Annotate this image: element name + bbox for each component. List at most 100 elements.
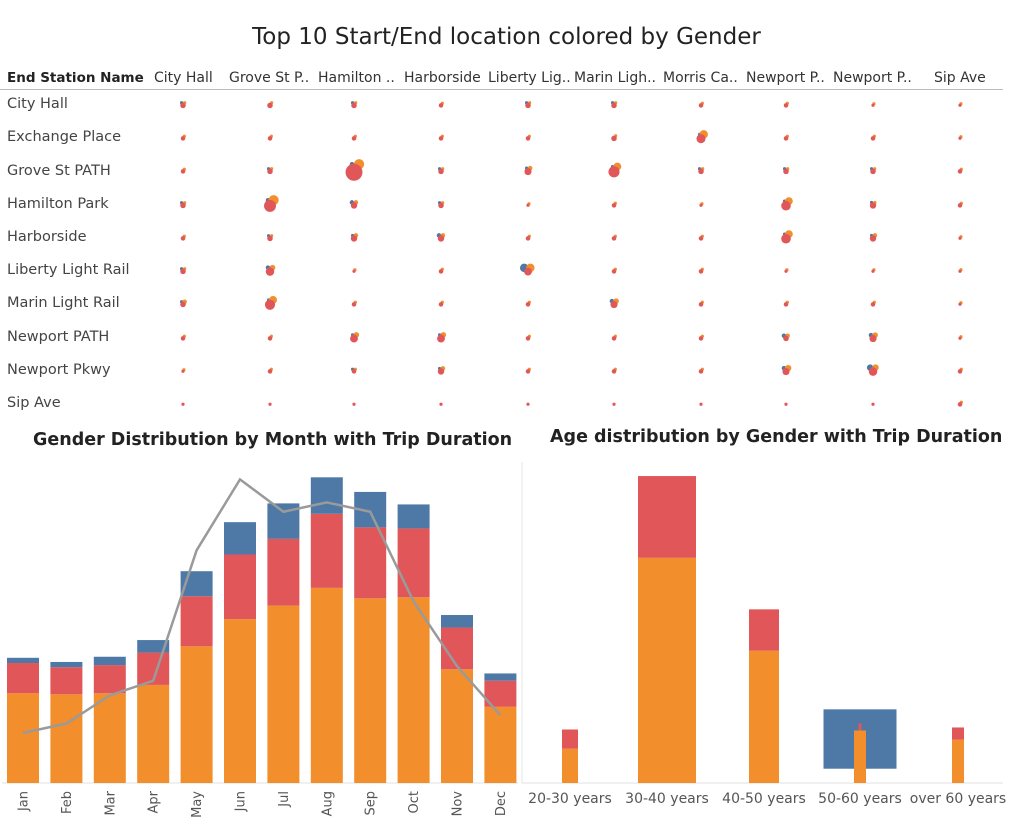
- row-label[interactable]: Hamilton Park: [7, 196, 109, 212]
- row-label[interactable]: Marin Light Rail: [7, 295, 120, 311]
- bubble-female: [525, 336, 531, 341]
- trip-duration-line: [22, 477, 502, 735]
- age-bar-female: [858, 723, 862, 731]
- month-bar-unknown: [50, 661, 83, 668]
- month-bar-female: [50, 667, 83, 695]
- column-header[interactable]: Liberty Lig..: [488, 70, 571, 86]
- bubble-female: [181, 369, 185, 373]
- bubble-female: [350, 334, 358, 343]
- bubble-female: [267, 168, 273, 175]
- bubble-female: [264, 299, 276, 310]
- bubble-female: [438, 168, 444, 175]
- bubble-female: [351, 136, 357, 141]
- month-tick-label: Dec: [494, 791, 509, 816]
- column-header[interactable]: City Hall: [154, 70, 213, 86]
- month-bar-male: [354, 598, 387, 783]
- bubble-female: [957, 402, 963, 407]
- month-bar-male: [137, 684, 170, 783]
- bubble-female: [267, 102, 273, 109]
- bubble-female: [783, 103, 789, 108]
- age-bar-male: [638, 557, 696, 783]
- bubble-female: [871, 402, 875, 406]
- bubble-female: [524, 167, 532, 176]
- bubble-female: [525, 236, 531, 241]
- bubble-female: [611, 369, 617, 374]
- row-label[interactable]: Newport Pkwy: [7, 362, 111, 378]
- age-bar-female: [562, 729, 578, 749]
- month-bar-female: [7, 663, 39, 694]
- row-label[interactable]: Sip Ave: [7, 395, 61, 411]
- bubble-female: [611, 102, 617, 109]
- column-header[interactable]: Marin Ligh..: [574, 70, 656, 86]
- row-label[interactable]: Harborside: [7, 229, 87, 245]
- bubble-female: [957, 203, 963, 208]
- bubble-female: [526, 402, 530, 406]
- bubble-female: [958, 302, 962, 306]
- bubble-female: [611, 336, 617, 341]
- bubble-female: [611, 135, 617, 142]
- column-header[interactable]: Morris Ca..: [663, 70, 738, 86]
- bubble-female: [351, 102, 357, 109]
- bubble-female: [438, 302, 444, 307]
- month-bar-unknown: [224, 522, 256, 555]
- row-label[interactable]: City Hall: [7, 96, 68, 112]
- bubble-female: [698, 302, 704, 307]
- month-bar-unknown: [93, 656, 126, 666]
- column-header[interactable]: Grove St P..: [229, 70, 310, 86]
- bubble-female: [180, 236, 186, 241]
- bubble-female: [610, 300, 618, 309]
- bubble-female: [783, 302, 789, 307]
- month-bar-female: [310, 513, 343, 588]
- bubble-female: [351, 302, 357, 307]
- month-bar-male: [180, 646, 213, 783]
- row-label[interactable]: Liberty Light Rail: [7, 262, 130, 278]
- bubble-female: [698, 269, 704, 274]
- month-bar-female: [397, 528, 430, 598]
- row-label[interactable]: Grove St PATH: [7, 163, 111, 179]
- month-bar-male: [50, 694, 83, 783]
- bubble-female: [438, 103, 444, 108]
- bubble-female: [526, 203, 530, 207]
- bubble-female: [870, 136, 876, 141]
- chart-title-top: Top 10 Start/End location colored by Gen…: [252, 24, 761, 50]
- column-header[interactable]: Hamilton ..: [318, 70, 395, 86]
- bubble-female: [267, 369, 273, 374]
- bubble-female: [438, 269, 444, 274]
- month-bar-unknown: [137, 640, 170, 653]
- bubble-female: [350, 202, 358, 209]
- bubble-female: [870, 302, 876, 307]
- bubble-female: [611, 269, 617, 274]
- month-tick-label: Sep: [364, 791, 379, 816]
- bubble-female: [180, 136, 186, 141]
- month-bar-male: [93, 693, 126, 783]
- month-bar-male: [484, 706, 517, 783]
- column-header[interactable]: Sip Ave: [934, 70, 986, 86]
- column-header[interactable]: Harborside: [404, 70, 481, 86]
- month-bar-female: [354, 527, 387, 599]
- bubble-female: [696, 134, 706, 144]
- age-bar-male: [749, 650, 779, 783]
- bubble-female: [871, 269, 875, 273]
- bubble-female: [698, 103, 704, 108]
- column-header[interactable]: Newport P..: [833, 70, 912, 86]
- bubble-female: [871, 103, 875, 107]
- age-bar-male: [854, 730, 866, 783]
- row-label[interactable]: Newport PATH: [7, 329, 110, 345]
- month-bar-male: [7, 693, 39, 783]
- bubble-female: [267, 136, 273, 141]
- month-bar-male: [397, 597, 430, 783]
- month-bar-male: [441, 669, 473, 783]
- column-header[interactable]: Newport P..: [746, 70, 825, 86]
- row-label[interactable]: Exchange Place: [7, 129, 122, 145]
- bubble-female: [869, 202, 877, 209]
- bubble-female: [698, 336, 704, 341]
- bubble-female: [439, 402, 443, 406]
- bubble-female: [698, 369, 704, 374]
- bubble-female: [608, 166, 620, 178]
- bubble-female: [181, 402, 185, 406]
- month-chart-title: Gender Distribution by Month with Trip D…: [33, 430, 513, 450]
- age-tick-label: 40-50 years: [722, 791, 806, 807]
- bubble-female: [438, 136, 444, 141]
- bubble-female: [437, 368, 445, 375]
